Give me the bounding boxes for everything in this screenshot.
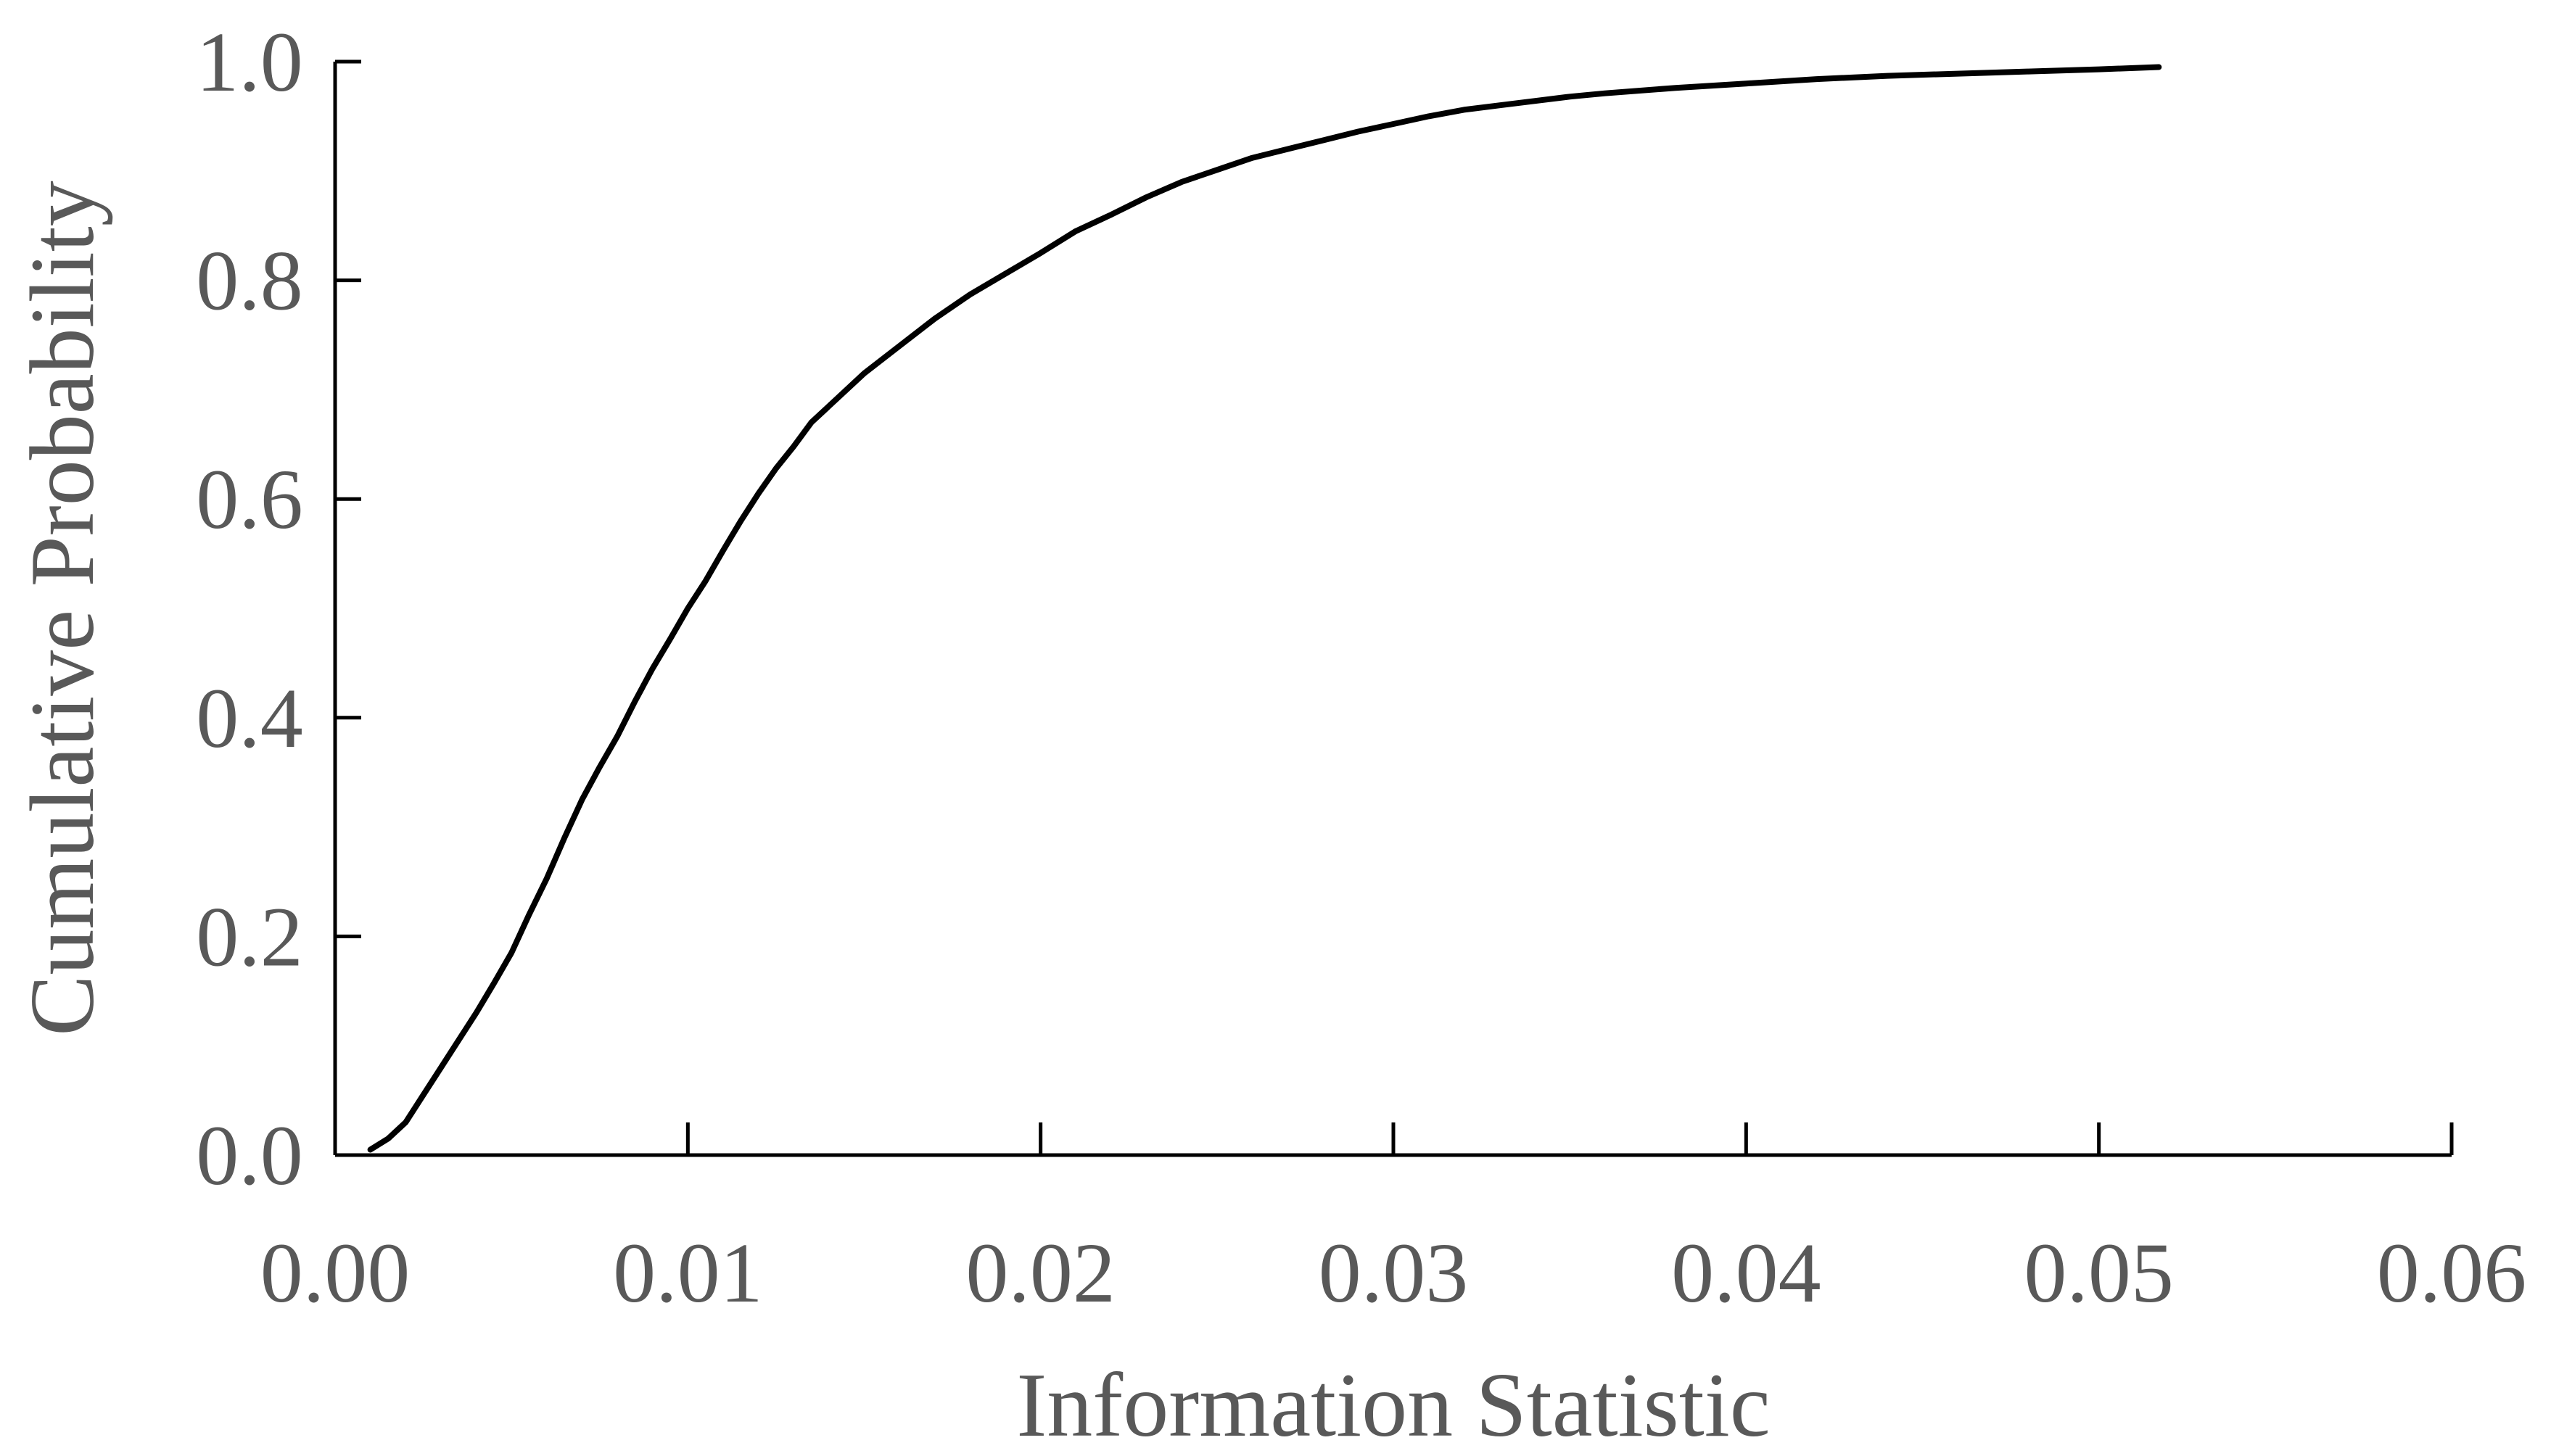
x-tick-label: 0.05 [2024, 1225, 2174, 1320]
x-ticks: 0.00 0.01 0.02 0.03 0.04 0.05 0.06 [260, 1122, 2527, 1320]
y-tick-label: 0.6 [196, 452, 303, 547]
x-tick-label: 0.03 [1319, 1225, 1469, 1320]
y-tick-label: 1.0 [196, 15, 303, 109]
x-tick-label: 0.04 [1671, 1225, 1821, 1320]
y-tick-label: 0.2 [196, 889, 303, 984]
x-tick-label: 0.02 [965, 1225, 1116, 1320]
y-tick-label: 0.4 [196, 671, 303, 766]
y-tick-label: 0.0 [196, 1108, 303, 1203]
y-axis-title: Cumulative Probability [12, 181, 113, 1035]
y-tick-label: 0.8 [196, 233, 303, 328]
y-ticks: 0.0 0.2 0.4 0.6 0.8 1.0 [196, 15, 361, 1203]
x-axis-title: Information Statistic [1016, 1355, 1770, 1456]
x-tick-label: 0.00 [260, 1225, 411, 1320]
series-line [367, 64, 2162, 1153]
x-tick-label: 0.01 [613, 1225, 763, 1320]
x-tick-label: 0.06 [2377, 1225, 2527, 1320]
